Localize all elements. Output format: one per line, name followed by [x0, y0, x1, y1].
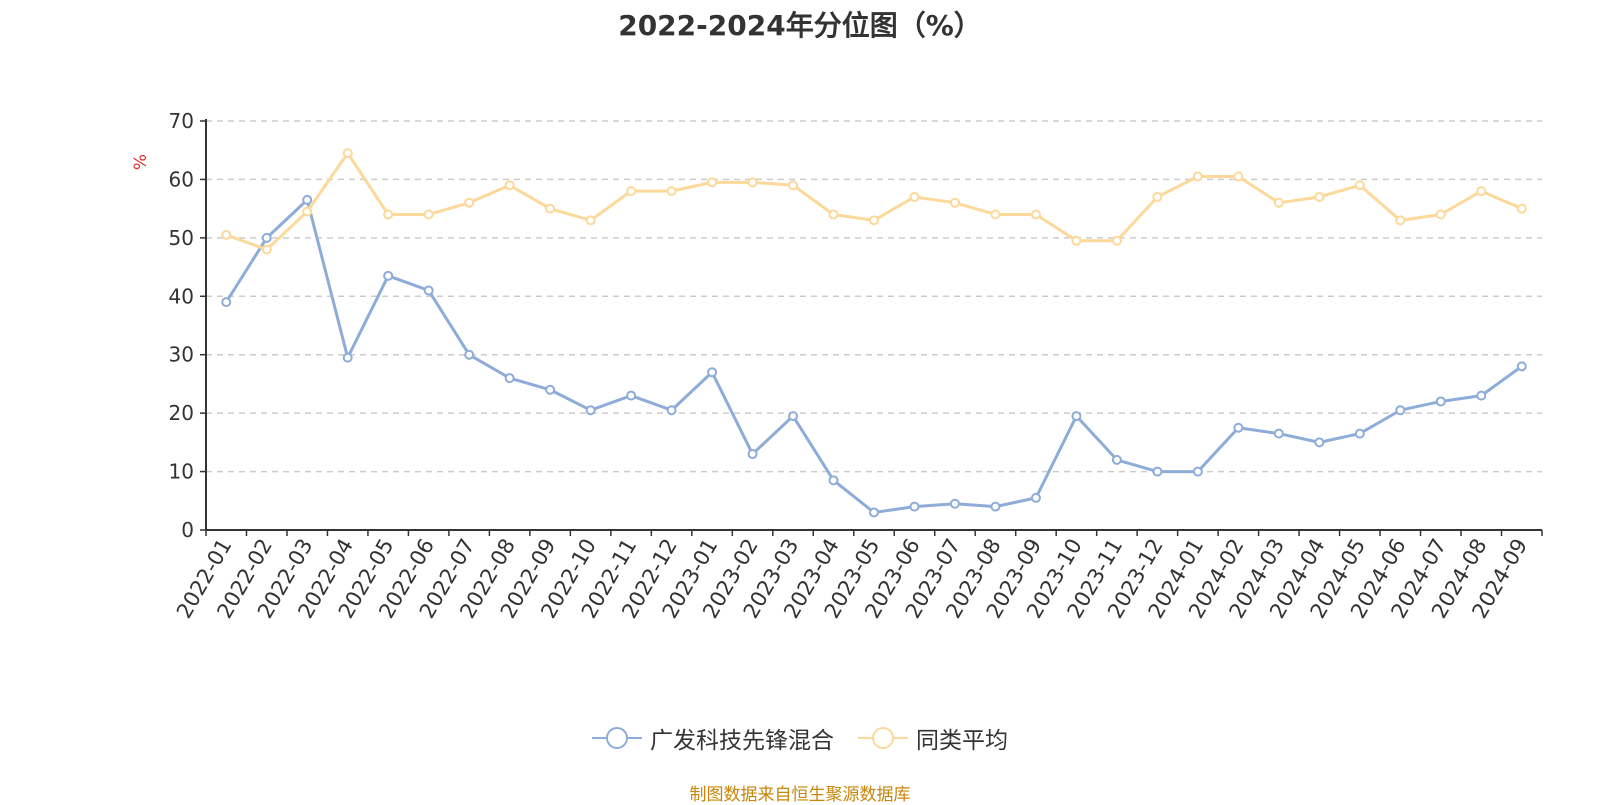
data-point[interactable]: [423, 285, 434, 296]
series-line: [224, 198, 1523, 514]
data-point[interactable]: [1435, 396, 1446, 407]
data-point[interactable]: [788, 411, 799, 422]
data-point[interactable]: [990, 209, 1001, 220]
data-point[interactable]: [423, 209, 434, 220]
y-tick-label: 50: [169, 226, 194, 250]
data-point[interactable]: [666, 186, 677, 197]
series-line: [225, 151, 1523, 252]
data-point[interactable]: [464, 197, 475, 208]
data-point[interactable]: [1111, 235, 1122, 246]
data-point[interactable]: [261, 232, 272, 243]
chart-title: 2022-2024年分位图（%）: [618, 9, 982, 42]
data-point[interactable]: [747, 177, 758, 188]
data-point[interactable]: [626, 186, 637, 197]
y-tick-label: 40: [169, 284, 194, 308]
data-point[interactable]: [1273, 428, 1284, 439]
data-point[interactable]: [1314, 191, 1325, 202]
legend-label-average: 同类平均: [916, 728, 1008, 754]
data-point[interactable]: [1395, 215, 1406, 226]
data-point[interactable]: [1354, 180, 1365, 191]
data-point[interactable]: [1233, 422, 1244, 433]
data-point[interactable]: [1476, 390, 1487, 401]
data-point[interactable]: [383, 209, 394, 220]
y-tick-label: 30: [169, 343, 194, 367]
data-source-note: 制图数据来自恒生聚源数据库: [689, 785, 911, 805]
y-tick-label: 70: [169, 109, 194, 133]
data-point[interactable]: [990, 501, 1001, 512]
data-point[interactable]: [828, 209, 839, 220]
data-point[interactable]: [342, 148, 353, 159]
data-point[interactable]: [383, 270, 394, 281]
y-tick-label: 10: [169, 460, 194, 484]
data-point[interactable]: [1071, 411, 1082, 422]
data-point[interactable]: [221, 297, 232, 308]
legend-item-average[interactable]: 同类平均: [858, 721, 1008, 755]
data-point[interactable]: [869, 215, 879, 226]
data-point[interactable]: [788, 180, 799, 191]
data-point[interactable]: [707, 177, 718, 188]
data-point[interactable]: [302, 206, 313, 217]
data-point[interactable]: [504, 180, 515, 191]
y-tick-label: 0: [181, 518, 194, 542]
data-point[interactable]: [909, 501, 920, 512]
series-average: [221, 148, 1527, 255]
data-point[interactable]: [1030, 492, 1041, 503]
data-point[interactable]: [949, 498, 960, 509]
data-point[interactable]: [1395, 405, 1406, 416]
legend-symbol-fund: [592, 727, 642, 749]
legend-symbol-average: [858, 727, 908, 749]
data-point[interactable]: [949, 197, 960, 208]
y-tick-label: 60: [169, 167, 194, 191]
data-point[interactable]: [221, 229, 232, 240]
legend-label-fund: 广发科技先锋混合: [650, 728, 834, 754]
data-point[interactable]: [302, 194, 313, 205]
data-point[interactable]: [464, 349, 475, 360]
data-point[interactable]: [626, 390, 637, 401]
legend-marker-fund: [606, 727, 628, 749]
legend: 广发科技先锋混合 同类平均: [0, 721, 1600, 755]
series-fund: [221, 194, 1527, 518]
data-point[interactable]: [1152, 466, 1163, 477]
axes: 0102030405060702022-012022-022022-032022…: [169, 109, 1543, 622]
data-point[interactable]: [707, 367, 718, 378]
data-point[interactable]: [1314, 437, 1325, 448]
data-point[interactable]: [1435, 209, 1446, 220]
legend-item-fund[interactable]: 广发科技先锋混合: [592, 721, 834, 755]
data-point[interactable]: [1152, 191, 1163, 202]
data-point[interactable]: [504, 373, 515, 384]
data-point[interactable]: [828, 475, 839, 486]
data-point[interactable]: [909, 191, 920, 202]
y-axis-unit-label: %: [131, 154, 151, 170]
grid-lines: [206, 120, 1542, 473]
data-point[interactable]: [342, 352, 353, 363]
data-point[interactable]: [1071, 235, 1082, 246]
data-point[interactable]: [1030, 209, 1041, 220]
data-point[interactable]: [261, 244, 272, 255]
data-point[interactable]: [1111, 454, 1122, 465]
data-point[interactable]: [1192, 171, 1203, 182]
data-point[interactable]: [545, 384, 556, 395]
series-lines: [221, 148, 1527, 518]
data-point[interactable]: [585, 405, 596, 416]
data-point[interactable]: [545, 203, 556, 214]
data-point[interactable]: [666, 405, 677, 416]
data-point[interactable]: [1516, 361, 1527, 372]
data-point[interactable]: [585, 215, 596, 226]
data-point[interactable]: [1192, 466, 1203, 477]
line-chart: 0102030405060702022-012022-022022-032022…: [131, 109, 1543, 622]
data-point[interactable]: [1273, 197, 1284, 208]
data-point[interactable]: [869, 507, 879, 518]
data-point[interactable]: [747, 449, 758, 460]
data-point[interactable]: [1354, 428, 1365, 439]
data-point[interactable]: [1476, 186, 1487, 197]
data-point[interactable]: [1516, 203, 1527, 214]
data-point[interactable]: [1233, 171, 1244, 182]
legend-marker-average: [872, 727, 894, 749]
y-tick-label: 20: [169, 401, 194, 425]
